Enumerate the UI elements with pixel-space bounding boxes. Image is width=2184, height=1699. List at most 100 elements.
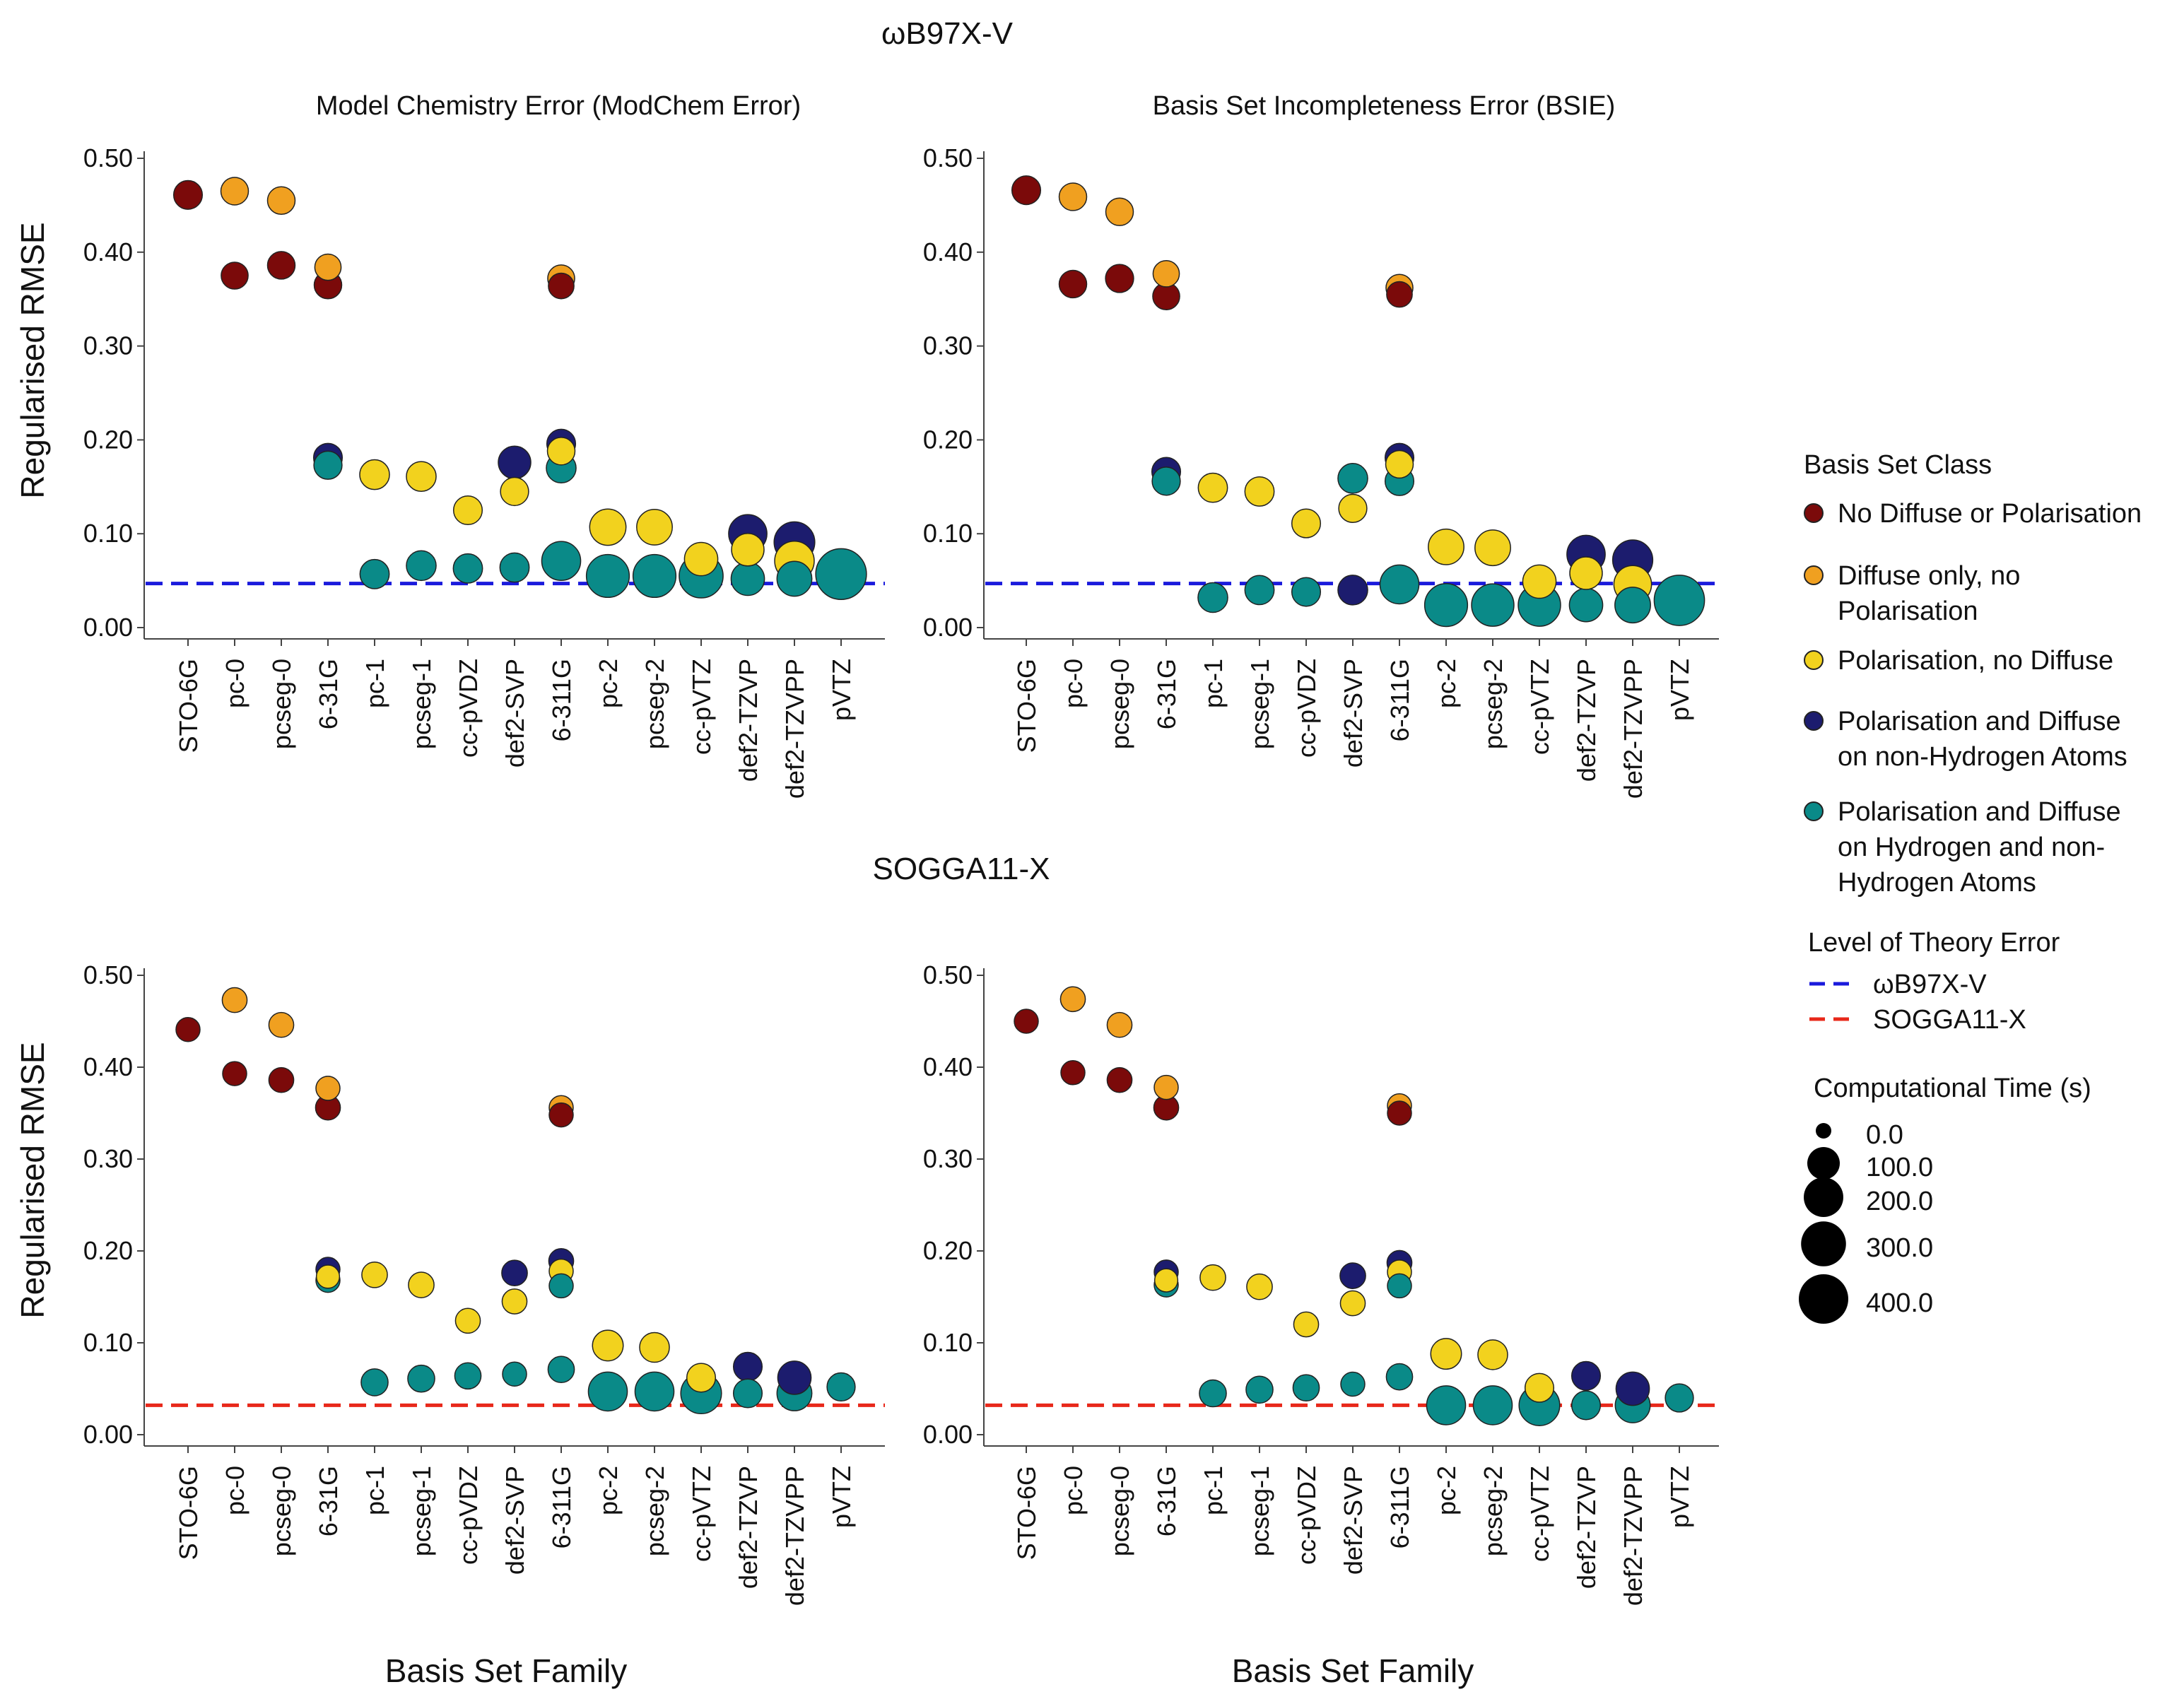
data-point-pol — [452, 495, 483, 526]
data-point-none — [175, 1016, 201, 1042]
data-point-pdall — [359, 558, 390, 589]
data-point-pdall — [634, 1371, 675, 1412]
data-point-pdall — [547, 1356, 575, 1384]
x-tick-label: cc-pVTZ — [687, 1466, 716, 1562]
x-tick-label: cc-pVDZ — [454, 659, 483, 758]
data-point-none — [221, 261, 249, 290]
legend-class-label: Polarisation, no Diffuse — [1838, 646, 2113, 676]
data-point-pol — [683, 541, 719, 577]
legend-class-label: on Hydrogen and non- — [1838, 833, 2105, 862]
x-tick-label: pVTZ — [827, 1466, 856, 1528]
data-point-pol — [1153, 1268, 1179, 1293]
x-tick-label: 6-311G — [547, 1466, 576, 1548]
legend-class-label: Hydrogen Atoms — [1838, 868, 2036, 898]
x-tick-label: cc-pVDZ — [1292, 1466, 1321, 1565]
x-tick-label: pc-1 — [360, 659, 389, 708]
data-point-none — [266, 251, 296, 280]
y-tick-label: 0.10 — [83, 519, 133, 548]
data-point-pdall — [313, 450, 343, 480]
data-point-none — [1060, 1060, 1086, 1086]
panel-sogga11x-bsie: 0.00 0.10 0.20 0.30 0.40 0.50 STO-6G pc-0 pcseg-… — [923, 960, 1719, 1606]
y-tick-label: 0.10 — [83, 1328, 133, 1357]
x-tick-label: cc-pVTZ — [687, 659, 716, 755]
legend-theory-label: SOGGA11-X — [1873, 1005, 2026, 1035]
data-point-diff — [1059, 986, 1086, 1013]
x-tick-label: pc-1 — [1199, 659, 1228, 708]
x-tick-label: def2-TZVPP — [1619, 659, 1648, 799]
legend-size-label: 100.0 — [1866, 1153, 1933, 1182]
data-point-pdall — [1292, 1374, 1320, 1402]
x-tick-label: pVTZ — [1665, 659, 1694, 721]
panel-wb97xv-bsie: 0.00 0.10 0.20 0.30 0.40 0.50 STO-6G pc-0 pcseg-… — [923, 143, 1719, 799]
data-point-pol — [1293, 1311, 1320, 1338]
data-point-pol — [406, 461, 437, 492]
panel-title-modchem: Model Chemistry Error (ModChem Error) — [316, 91, 801, 121]
data-point-pol — [731, 533, 765, 567]
legend-size-label: 300.0 — [1866, 1233, 1933, 1263]
x-tick-label: def2-TZVP — [734, 1466, 763, 1589]
data-point-pol — [1197, 472, 1228, 503]
y-tick-label: 0.10 — [923, 519, 973, 548]
y-tick-label: 0.50 — [83, 960, 133, 989]
x-tick-label: def2-SVP — [1339, 659, 1368, 768]
legend-size-marker — [1816, 1123, 1831, 1139]
x-tick-label: pVTZ — [827, 659, 856, 721]
y-tick-label: 0.10 — [923, 1328, 973, 1357]
data-point-pol — [1428, 528, 1464, 565]
data-point-pdall — [1337, 463, 1368, 494]
y-tick-label: 0.30 — [83, 331, 133, 360]
data-point-pol — [500, 476, 529, 507]
x-tick-label: pcseg-2 — [640, 1466, 669, 1556]
x-tick-label: pc-1 — [1199, 1466, 1228, 1515]
legend-size-title: Computational Time (s) — [1814, 1074, 2091, 1103]
x-tick-label: pcseg-0 — [267, 659, 296, 749]
data-point-pdh — [1337, 575, 1368, 606]
data-point-pdall — [826, 1372, 856, 1402]
data-point-none — [548, 272, 575, 300]
y-tick-label: 0.00 — [83, 1420, 133, 1449]
x-tick-label: 6-311G — [1385, 659, 1414, 741]
x-tick-label: pc-1 — [360, 1466, 389, 1515]
legend-theory: ωB97X-V SOGGA11-X — [1809, 970, 2026, 1035]
panel-title-bsie: Basis Set Incompleteness Error (BSIE) — [1153, 91, 1616, 121]
data-point-pol — [1338, 493, 1368, 523]
x-tick-label: 6-31G — [314, 1466, 343, 1536]
data-point-pdall — [1385, 1363, 1414, 1391]
data-point-pdh — [732, 1351, 763, 1382]
x-tick-label: pcseg-1 — [1245, 659, 1274, 749]
data-point-pdall — [1199, 1379, 1227, 1408]
x-tick-label: pc-2 — [594, 1466, 623, 1515]
x-tick-label: 6-31G — [1152, 659, 1181, 729]
data-point-pdall — [360, 1368, 389, 1397]
x-tick-label: def2-SVP — [500, 1466, 529, 1575]
data-point-pdall — [1423, 583, 1469, 628]
y-tick-label: 0.40 — [83, 237, 133, 266]
data-point-pdh — [1615, 1371, 1650, 1406]
data-point-pdall — [815, 548, 867, 600]
x-tick-label: pc-2 — [1432, 1466, 1461, 1515]
data-point-pol — [1246, 1273, 1273, 1300]
data-point-pol — [639, 1331, 670, 1363]
x-tick-label: cc-pVTZ — [1525, 659, 1554, 755]
data-point-pdall — [1291, 577, 1322, 607]
legend-size-marker — [1804, 1177, 1843, 1217]
x-tick-label: def2-TZVPP — [780, 659, 809, 799]
data-point-pol — [1524, 1372, 1555, 1403]
panel-wb97xv-modchem: 0.00 0.10 0.20 0.30 0.40 0.50 STO-6G pc-0 pcseg-… — [83, 143, 885, 799]
data-point-pdh — [777, 1360, 812, 1395]
y-tick-label: 0.30 — [923, 1144, 973, 1173]
legend-class-marker — [1804, 711, 1824, 731]
y-tick-label: 0.50 — [923, 143, 973, 172]
data-point-pdall — [1571, 1390, 1602, 1421]
panel-sogga11x-modchem: 0.00 0.10 0.20 0.30 0.40 0.50 STO-6G pc-0 pcseg-… — [83, 960, 885, 1606]
data-point-none — [1386, 281, 1413, 308]
data-point-none — [548, 1102, 574, 1128]
x-tick-label: pc-0 — [1059, 1466, 1088, 1515]
data-point-pdall — [1471, 583, 1515, 627]
data-point-diff — [1153, 1074, 1179, 1100]
data-point-pdall — [454, 1362, 482, 1390]
x-tick-label: def2-TZVPP — [780, 1466, 809, 1606]
data-point-diff — [1152, 260, 1180, 288]
y-tick-label: 0.40 — [83, 1052, 133, 1081]
y-tick-label: 0.00 — [923, 613, 973, 642]
